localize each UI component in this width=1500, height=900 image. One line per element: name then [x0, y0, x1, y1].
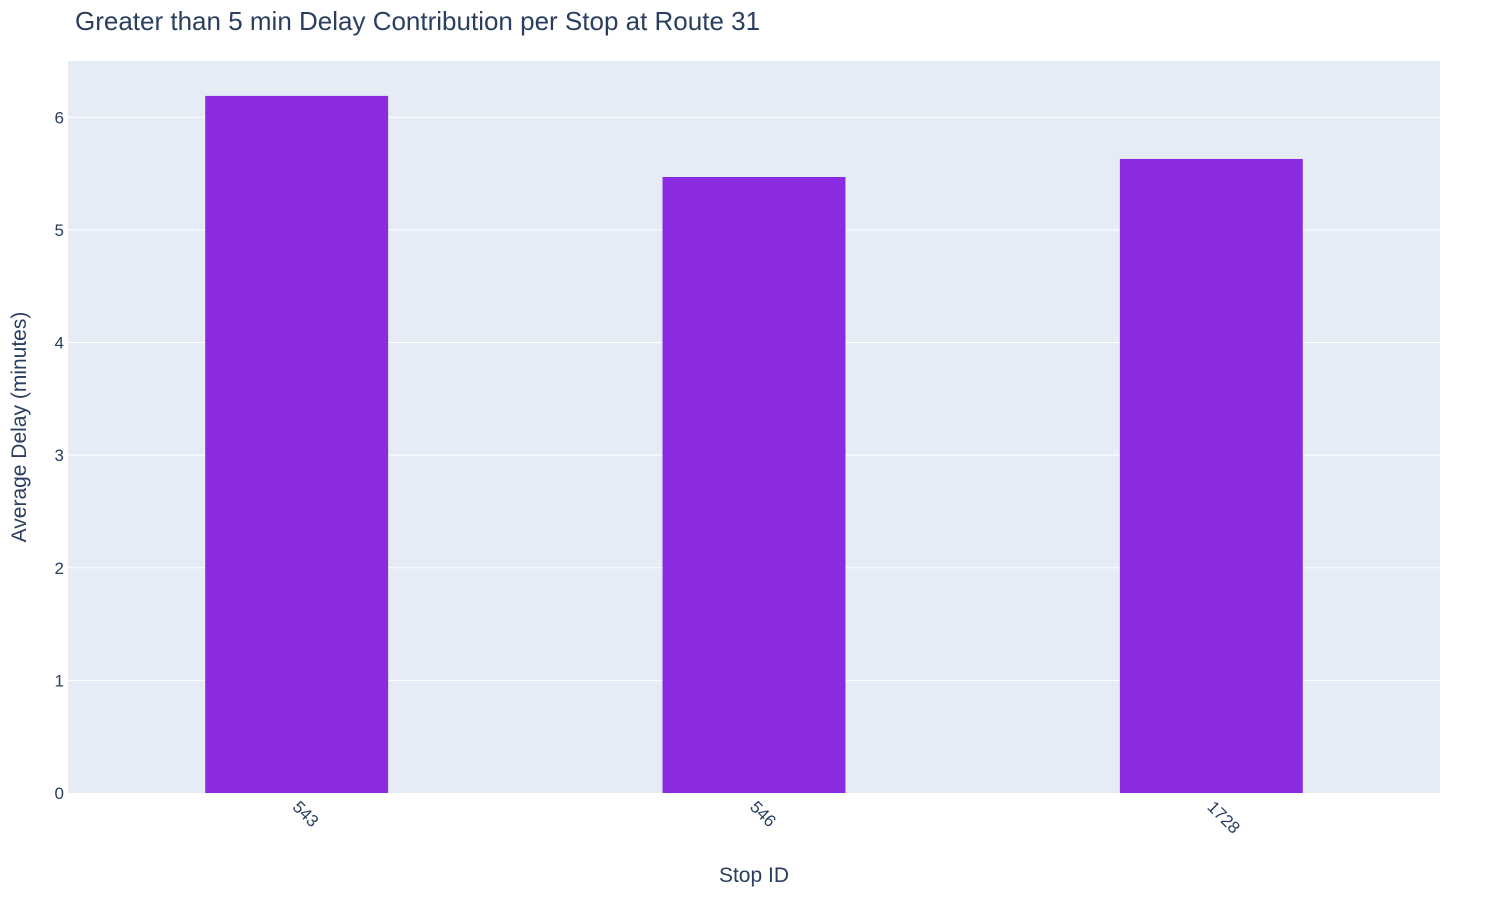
x-axis-title: Stop ID	[719, 864, 789, 887]
y-tick-label: 1	[55, 671, 64, 690]
y-tick-label: 0	[55, 784, 64, 803]
bar-1728[interactable]	[1119, 158, 1303, 793]
y-tick-label: 4	[55, 334, 64, 353]
x-tick-label: 546	[746, 797, 779, 830]
x-tick-label: 543	[289, 797, 322, 830]
y-axis-ticks: 0 1 2 3 4 5 6	[55, 108, 64, 803]
y-tick-label: 6	[55, 108, 64, 127]
chart-title: Greater than 5 min Delay Contribution pe…	[75, 6, 760, 36]
bars	[205, 95, 1303, 794]
x-tick-label: 1728	[1204, 797, 1244, 837]
bar-546[interactable]	[662, 176, 846, 794]
y-axis-title: Average Delay (minutes)	[8, 312, 31, 543]
y-tick-label: 2	[55, 559, 64, 578]
y-tick-label: 3	[55, 446, 64, 465]
bar-543[interactable]	[205, 95, 389, 793]
y-tick-label: 5	[55, 221, 64, 240]
x-axis-ticks: 543 546 1728	[289, 797, 1244, 837]
